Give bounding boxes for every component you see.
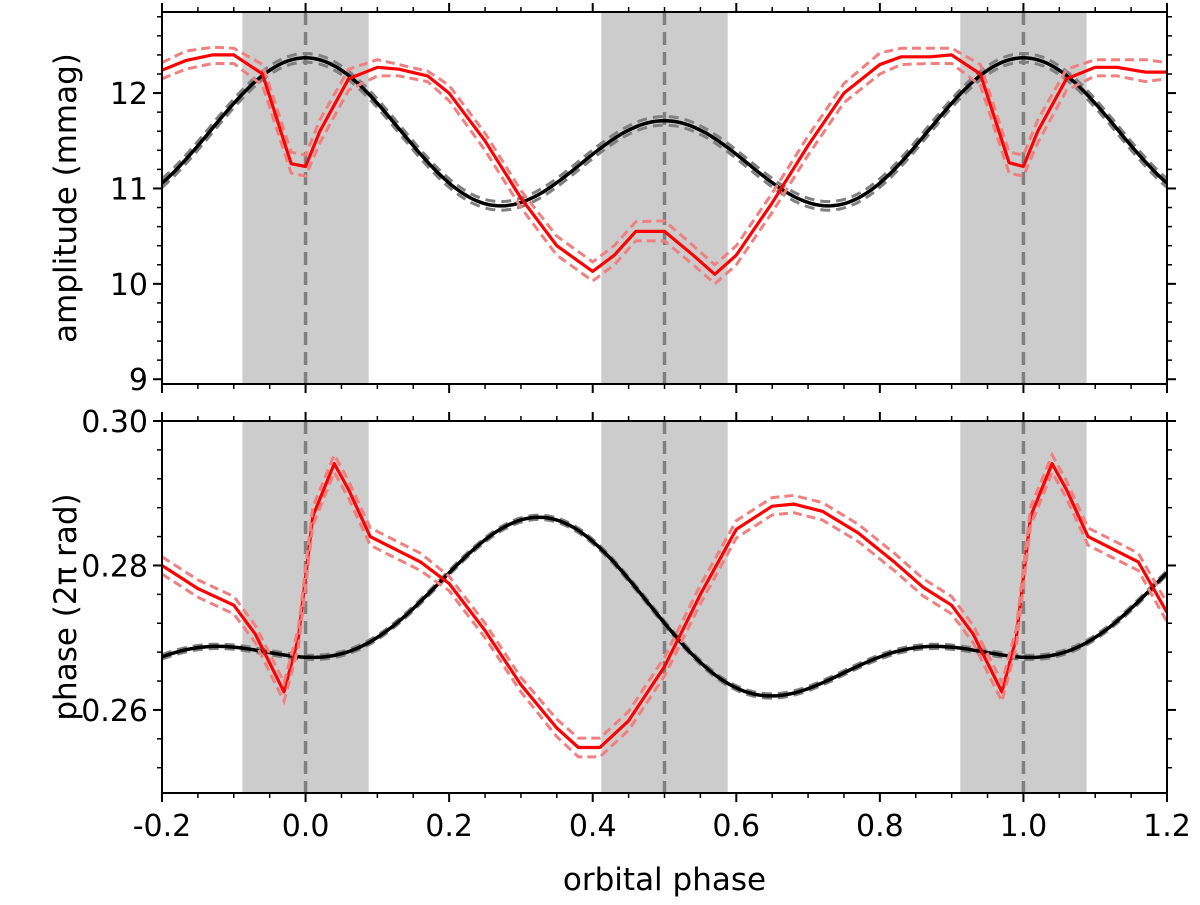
xtick-label: 0.0 bbox=[282, 809, 330, 844]
phase-panel: 0.26 0.28 0.30 -0.2 0.0 0.2 0.4 0.6 0.8 1.0 1.2 pha… bbox=[48, 405, 1191, 898]
ytick-label: 0.30 bbox=[81, 405, 148, 440]
xtick-label: 1.0 bbox=[1000, 809, 1048, 844]
xtick-label: 0.8 bbox=[856, 809, 904, 844]
y-axis-label: phase (2π rad) bbox=[48, 493, 84, 720]
ytick-label: 0.26 bbox=[81, 694, 148, 729]
plot-area bbox=[162, 45, 1167, 286]
xtick-label: 1.2 bbox=[1143, 809, 1191, 844]
ytick-label: 0.28 bbox=[81, 549, 148, 584]
observed_upper-line bbox=[162, 45, 1167, 267]
x-axis-label: orbital phase bbox=[563, 862, 766, 898]
model-line bbox=[162, 56, 1167, 208]
ytick-label: 9 bbox=[129, 363, 148, 398]
xtick-label: 0.2 bbox=[425, 809, 473, 844]
xtick-label: 0.4 bbox=[569, 809, 617, 844]
observed_lower-line bbox=[162, 468, 1167, 759]
amplitude-panel: 9 10 11 12 amplitude (mmag) bbox=[48, 3, 1176, 398]
model-line bbox=[162, 515, 1167, 698]
observed_lower-line bbox=[162, 62, 1167, 286]
ytick-label: 12 bbox=[110, 77, 148, 112]
observed_upper-line bbox=[162, 451, 1167, 740]
observed-line bbox=[162, 53, 1167, 276]
ytick-label: 10 bbox=[110, 268, 148, 303]
xtick-label: -0.2 bbox=[133, 809, 192, 844]
plot-area bbox=[162, 451, 1167, 759]
xtick-label: 0.6 bbox=[712, 809, 760, 844]
ytick-label: 11 bbox=[110, 172, 148, 207]
y-axis-label: amplitude (mmag) bbox=[48, 53, 84, 343]
